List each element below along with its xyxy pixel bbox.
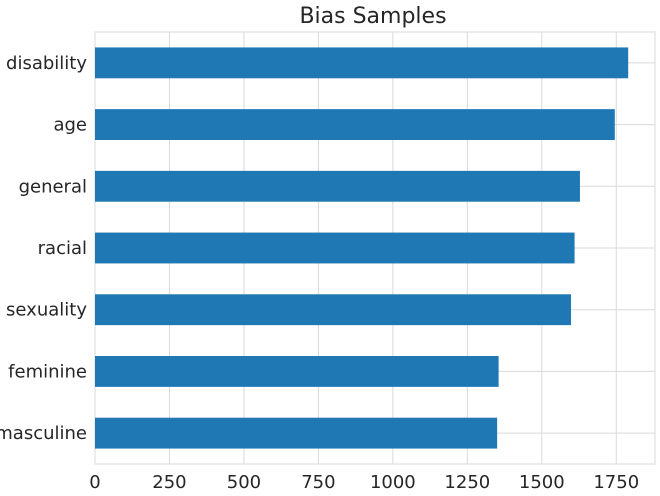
y-tick-label-masculine: masculine xyxy=(0,423,87,444)
x-tick-label: 1750 xyxy=(593,472,639,493)
x-tick-labels: 0 250 500 750 1000 1250 1500 1750 xyxy=(89,472,639,493)
y-tick-label-general: general xyxy=(19,176,87,197)
bars-layer xyxy=(95,47,629,449)
x-tick-label: 1250 xyxy=(444,472,490,493)
y-tick-label-disability: disability xyxy=(6,53,87,74)
y-tick-label-feminine: feminine xyxy=(8,361,87,382)
x-tick-label: 500 xyxy=(227,472,261,493)
x-tick-label: 1500 xyxy=(519,472,565,493)
y-tick-label-age: age xyxy=(53,115,87,136)
bar-racial xyxy=(95,232,575,264)
bar-age xyxy=(95,109,615,140)
bar-sexuality xyxy=(95,294,571,326)
x-tick-label: 0 xyxy=(89,472,100,493)
bar-feminine xyxy=(95,356,499,387)
bar-masculine xyxy=(95,417,498,449)
x-tick-label: 1000 xyxy=(370,472,416,493)
chart-title: Bias Samples xyxy=(299,4,446,29)
bar-general xyxy=(95,170,580,202)
y-tick-labels: masculine feminine sexuality racial general a… xyxy=(0,53,87,444)
bar-disability xyxy=(95,47,629,79)
x-tick-label: 750 xyxy=(301,472,335,493)
y-tick-label-racial: racial xyxy=(38,238,87,259)
x-tick-label: 250 xyxy=(152,472,186,493)
y-tick-label-sexuality: sexuality xyxy=(6,300,87,321)
